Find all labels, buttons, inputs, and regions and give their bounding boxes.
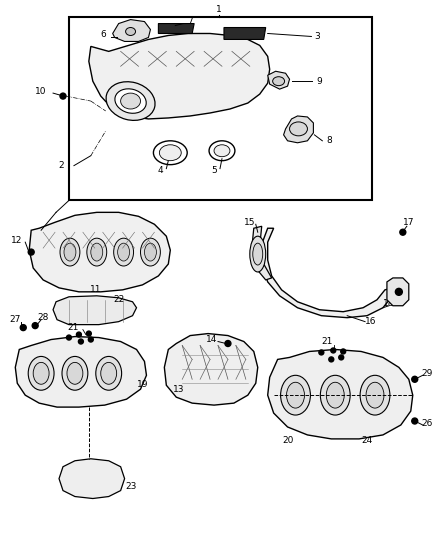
Circle shape	[67, 335, 71, 340]
Ellipse shape	[281, 375, 311, 415]
Ellipse shape	[250, 236, 266, 272]
Polygon shape	[164, 334, 258, 405]
Text: 17: 17	[403, 218, 414, 227]
Text: 8: 8	[326, 136, 332, 146]
Ellipse shape	[159, 145, 181, 160]
Ellipse shape	[366, 382, 384, 408]
Circle shape	[20, 325, 26, 330]
Circle shape	[412, 376, 418, 382]
Polygon shape	[53, 296, 137, 325]
Circle shape	[60, 93, 66, 99]
Text: 27: 27	[10, 315, 21, 324]
Ellipse shape	[67, 362, 83, 384]
Ellipse shape	[115, 89, 146, 114]
Circle shape	[339, 355, 344, 360]
Text: 4: 4	[158, 166, 163, 175]
Circle shape	[88, 337, 93, 342]
Text: 1: 1	[216, 5, 222, 14]
Text: 13: 13	[173, 385, 184, 394]
Ellipse shape	[33, 362, 49, 384]
Text: 29: 29	[421, 369, 432, 378]
Ellipse shape	[145, 243, 156, 261]
Circle shape	[32, 322, 38, 329]
Circle shape	[396, 288, 403, 295]
Circle shape	[331, 348, 336, 353]
Ellipse shape	[28, 357, 54, 390]
Ellipse shape	[141, 238, 160, 266]
Text: 16: 16	[365, 317, 377, 326]
Text: 12: 12	[11, 236, 22, 245]
Circle shape	[329, 357, 334, 362]
Circle shape	[400, 229, 406, 235]
Ellipse shape	[290, 122, 307, 136]
Ellipse shape	[126, 28, 135, 36]
Bar	[69, 17, 372, 200]
Text: 2: 2	[58, 161, 64, 170]
Ellipse shape	[101, 362, 117, 384]
Polygon shape	[159, 23, 194, 34]
Polygon shape	[224, 28, 266, 39]
Ellipse shape	[360, 375, 390, 415]
Text: 19: 19	[137, 379, 148, 389]
Text: 10: 10	[35, 87, 47, 95]
Circle shape	[76, 332, 81, 337]
Ellipse shape	[273, 77, 285, 86]
Circle shape	[319, 350, 324, 355]
Polygon shape	[29, 212, 170, 292]
Ellipse shape	[120, 93, 141, 109]
Polygon shape	[113, 20, 150, 42]
Text: 7: 7	[187, 17, 193, 26]
Ellipse shape	[60, 238, 80, 266]
Ellipse shape	[326, 382, 344, 408]
Text: 6: 6	[101, 30, 106, 39]
Ellipse shape	[91, 243, 103, 261]
Ellipse shape	[209, 141, 235, 160]
Ellipse shape	[64, 243, 76, 261]
Text: 21: 21	[67, 323, 78, 332]
Ellipse shape	[214, 145, 230, 157]
Ellipse shape	[106, 82, 155, 120]
Ellipse shape	[286, 382, 304, 408]
Circle shape	[225, 341, 231, 346]
Ellipse shape	[320, 375, 350, 415]
Circle shape	[86, 331, 91, 336]
Ellipse shape	[62, 357, 88, 390]
Text: 23: 23	[125, 482, 136, 491]
Ellipse shape	[114, 238, 134, 266]
Text: 11: 11	[90, 285, 102, 294]
Polygon shape	[59, 459, 124, 498]
Polygon shape	[252, 226, 272, 280]
Text: 28: 28	[37, 313, 49, 322]
Text: 21: 21	[321, 337, 333, 346]
Ellipse shape	[96, 357, 122, 390]
Polygon shape	[89, 34, 270, 119]
Circle shape	[341, 349, 346, 354]
Polygon shape	[387, 278, 409, 306]
Ellipse shape	[253, 243, 263, 265]
Polygon shape	[283, 116, 314, 143]
Ellipse shape	[153, 141, 187, 165]
Text: 15: 15	[244, 218, 255, 227]
Polygon shape	[15, 336, 146, 407]
Circle shape	[412, 418, 418, 424]
Polygon shape	[268, 350, 413, 439]
Text: 3: 3	[314, 32, 320, 41]
Ellipse shape	[87, 238, 107, 266]
Ellipse shape	[118, 243, 130, 261]
Circle shape	[78, 339, 83, 344]
Text: 24: 24	[361, 437, 373, 446]
Polygon shape	[268, 71, 290, 89]
Text: 14: 14	[206, 335, 218, 344]
Text: 5: 5	[211, 166, 217, 175]
Polygon shape	[262, 228, 393, 318]
Text: 26: 26	[421, 419, 432, 429]
Text: 18: 18	[383, 299, 395, 308]
Text: 20: 20	[282, 437, 293, 446]
Circle shape	[28, 249, 34, 255]
Text: 22: 22	[113, 295, 124, 304]
Text: 9: 9	[317, 77, 322, 86]
